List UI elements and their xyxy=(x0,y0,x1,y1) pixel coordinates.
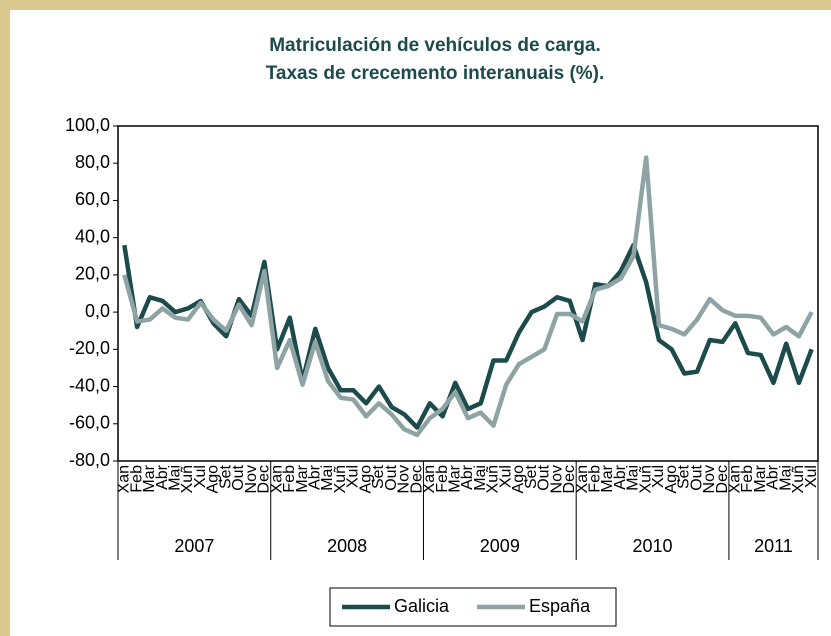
x-tick-label: Ago xyxy=(510,465,527,494)
x-tick-label: Feb xyxy=(128,465,145,493)
x-tick-label: Abr xyxy=(306,464,323,490)
x-tick-label: Set xyxy=(523,464,540,489)
x-tick-label: Mai xyxy=(625,465,642,491)
x-tick-label: Set xyxy=(676,464,693,489)
x-tick-label: Abr xyxy=(459,464,476,490)
x-tick-label: Xan xyxy=(726,465,743,493)
x-tick-label: Xul xyxy=(192,465,209,488)
x-tick-label: Xuñ xyxy=(179,465,196,493)
x-tick-label: Abr xyxy=(154,464,171,490)
series-line xyxy=(122,155,814,438)
x-tick-label: Xuñ xyxy=(790,465,807,493)
x-tick-label: Mar xyxy=(141,464,158,492)
x-tick-label: Dec xyxy=(408,465,425,493)
x-group-label: 2009 xyxy=(480,536,520,556)
x-tick-label: Out xyxy=(230,464,247,490)
y-tick-label: -40,0 xyxy=(69,375,110,395)
x-tick-label: Mai xyxy=(472,465,489,491)
y-tick-label: 40,0 xyxy=(75,226,110,246)
chart-subtitle: Taxas de crecemento interanuais (%). xyxy=(266,63,605,84)
x-group-label: 2010 xyxy=(633,536,673,556)
x-tick-label: Xan xyxy=(268,465,285,493)
y-tick-label: 0,0 xyxy=(85,301,110,321)
x-tick-label: Set xyxy=(370,464,387,489)
x-group-label: 2008 xyxy=(327,536,367,556)
x-tick-label: Xul xyxy=(650,465,667,488)
legend: Galicia España xyxy=(329,587,617,627)
y-tick-label: 80,0 xyxy=(75,152,110,172)
x-tick-label: Dec xyxy=(714,465,731,493)
y-tick-label: 100,0 xyxy=(65,115,110,135)
legend-label: Galicia xyxy=(394,596,450,616)
x-tick-label: Xuñ xyxy=(332,465,349,493)
x-group-label: 2007 xyxy=(174,536,214,556)
y-tick-label: -60,0 xyxy=(69,413,110,433)
x-tick-label: Dec xyxy=(256,465,273,493)
x-tick-label: Mar xyxy=(599,464,616,492)
x-tick-label: Xul xyxy=(345,465,362,488)
plot-area xyxy=(117,125,819,462)
x-tick-label: Xan xyxy=(421,465,438,493)
y-tick-label: 60,0 xyxy=(75,189,110,209)
x-tick-label: Mai xyxy=(777,465,794,491)
x-tick-label: Xul xyxy=(803,465,820,488)
x-tick-label: Abr xyxy=(612,464,629,490)
panel xyxy=(10,10,831,636)
x-tick-label: Mar xyxy=(294,464,311,492)
x-tick-label: Mar xyxy=(752,464,769,492)
chart-title: Matriculación de vehículos de carga. xyxy=(269,35,601,56)
x-tick-label: Feb xyxy=(281,465,298,493)
x-tick-label: Ago xyxy=(205,465,222,494)
x-tick-label: Abr xyxy=(765,464,782,490)
y-tick-label: -20,0 xyxy=(69,338,110,358)
x-tick-label: Dec xyxy=(561,465,578,493)
x-tick-label: Out xyxy=(536,464,553,490)
x-tick-label: Xan xyxy=(116,465,133,493)
legend-label: España xyxy=(529,596,591,616)
y-tick-label: -80,0 xyxy=(69,450,110,470)
x-tick-label: Feb xyxy=(434,465,451,493)
x-tick-label: Mar xyxy=(446,464,463,492)
y-tick-label: 20,0 xyxy=(75,264,110,284)
x-tick-label: Feb xyxy=(586,465,603,493)
x-tick-label: Xuñ xyxy=(485,465,502,493)
x-tick-label: Xuñ xyxy=(637,465,654,493)
x-tick-label: Xul xyxy=(497,465,514,488)
x-group-label: 2011 xyxy=(754,536,793,556)
x-tick-label: Nov xyxy=(548,465,565,493)
x-tick-label: Xan xyxy=(574,465,591,493)
x-tick-label: Out xyxy=(383,464,400,490)
series-line xyxy=(122,242,814,430)
x-tick-label: Out xyxy=(688,464,705,490)
x-tick-label: Feb xyxy=(739,465,756,493)
x-tick-label: Nov xyxy=(701,465,718,493)
x-tick-label: Nov xyxy=(243,465,260,493)
x-tick-label: Mai xyxy=(166,465,183,491)
x-tick-label: Ago xyxy=(357,465,374,494)
x-tick-label: Nov xyxy=(396,465,413,493)
x-tick-label: Set xyxy=(217,464,234,489)
x-tick-label: Mai xyxy=(319,465,336,491)
x-tick-label: Ago xyxy=(663,465,680,494)
